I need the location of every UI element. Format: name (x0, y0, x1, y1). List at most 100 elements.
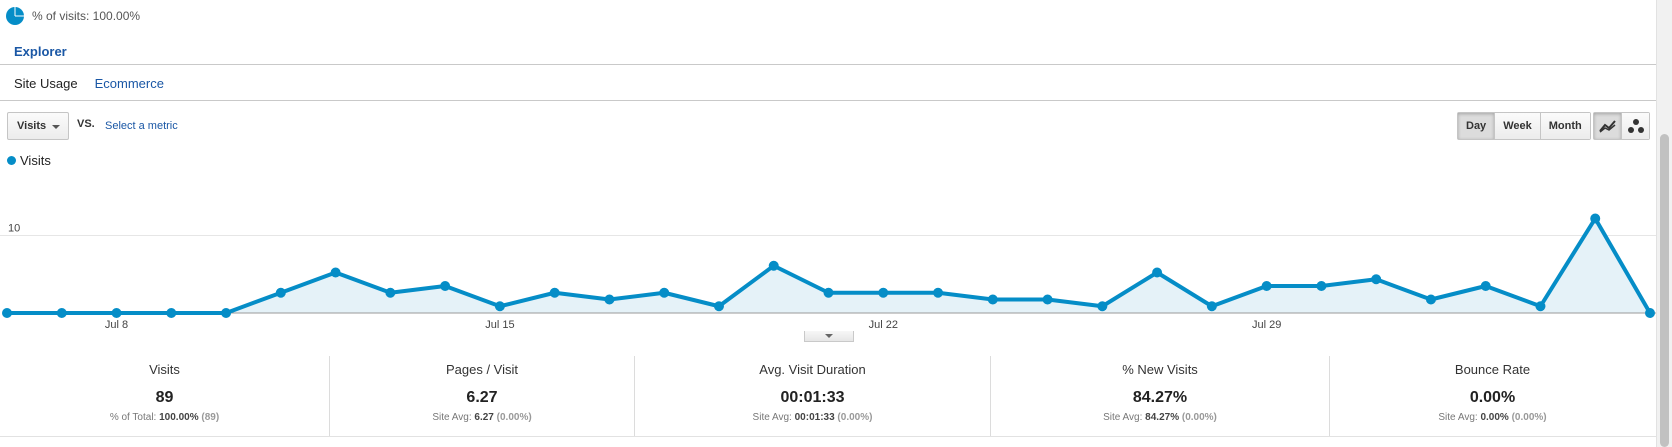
series-area-visits (7, 218, 1650, 313)
motion-chart-view-button[interactable] (1622, 113, 1649, 139)
data-point (1371, 274, 1382, 285)
data-point (385, 287, 396, 298)
subtab-ecommerce[interactable]: Ecommerce (94, 76, 164, 91)
data-point (221, 308, 232, 318)
data-point (878, 287, 889, 298)
data-point (1042, 294, 1053, 305)
data-point (933, 287, 944, 298)
metric-dropdown[interactable]: Visits (7, 112, 69, 140)
data-point (549, 287, 560, 298)
scorecard-sub: Site Avg: 0.00% (0.00%) (1330, 412, 1655, 423)
data-point (1535, 301, 1546, 312)
scorecard-avg-visit-duration: Avg. Visit Duration 00:01:33 Site Avg: 0… (635, 356, 991, 436)
data-point (2, 308, 12, 318)
scorecard-sub-value: 6.27 (474, 412, 494, 423)
tab-explorer[interactable]: Explorer (14, 44, 67, 59)
scorecard-sub-suffix: (0.00%) (1179, 412, 1217, 423)
scorecard-value: 6.27 (466, 389, 498, 406)
chart-view-toggle (1593, 112, 1650, 140)
scorecard-title: Bounce Rate (1454, 362, 1531, 377)
scorecard-sub-prefix: Site Avg: (1103, 412, 1146, 423)
segment-indicator: % of visits: 100.00% (6, 6, 140, 26)
scorecard-sub-suffix: (0.00%) (493, 412, 532, 423)
chevron-down-icon (52, 125, 60, 129)
data-point (768, 260, 779, 271)
data-point (1425, 294, 1436, 305)
x-tick-label: Jul 29 (1252, 319, 1281, 330)
data-point (659, 287, 670, 298)
month-button[interactable]: Month (1540, 113, 1590, 139)
scorecard-new-visits: % New Visits 84.27% Site Avg: 84.27% (0.… (991, 356, 1330, 436)
chart-legend: Visits (7, 153, 51, 168)
scorecard-title: Avg. Visit Duration (759, 362, 866, 377)
x-tick-label: Jul 8 (105, 319, 128, 330)
chart-toolbar: Visits VS. Select a metric Day Week Mont… (7, 112, 1657, 142)
legend-label: Visits (20, 153, 51, 168)
data-point (111, 308, 122, 318)
divider (0, 436, 1656, 437)
data-point (1206, 301, 1217, 312)
scorecard-sub-value: 100.00% (159, 412, 199, 423)
subtab-bar: Site Usage Ecommerce (14, 76, 164, 91)
y-tick-label: 10 (8, 223, 20, 235)
scorecard-bounce-rate: Bounce Rate 0.00% Site Avg: 0.00% (0.00%… (1330, 356, 1655, 436)
chart-collapse-toggle[interactable] (804, 331, 854, 342)
divider (0, 64, 1656, 65)
pie-chart-icon (6, 7, 24, 25)
scorecard-sub-prefix: % of Total: (109, 412, 160, 423)
motion-chart-icon (1627, 119, 1644, 133)
scorecard-value: 84.27% (1132, 389, 1188, 406)
subtab-site-usage[interactable]: Site Usage (14, 76, 78, 91)
divider (0, 100, 1656, 101)
scorecard-value: 89 (155, 389, 174, 406)
week-button[interactable]: Week (1495, 113, 1541, 139)
scorecard-value: 00:01:33 (780, 389, 845, 406)
data-point (1590, 213, 1601, 224)
data-point (823, 287, 834, 298)
scorecard-title: Visits (149, 362, 180, 377)
scorecard-sub: Site Avg: 6.27 (0.00%) (330, 412, 634, 423)
legend-swatch (7, 156, 16, 165)
period-toggle: Day Week Month (1457, 112, 1591, 140)
data-point (1097, 301, 1108, 312)
metric-dropdown-label: Visits (17, 120, 47, 132)
scorecard-sub-prefix: Site Avg: (1438, 412, 1481, 423)
scorecard-pages-per-visit: Pages / Visit 6.27 Site Avg: 6.27 (0.00%… (330, 356, 635, 436)
data-point (56, 308, 67, 318)
chevron-down-icon (825, 334, 833, 338)
data-point (1645, 308, 1655, 318)
scorecard-sub-prefix: Site Avg: (752, 412, 795, 423)
line-chart-view-button[interactable] (1594, 113, 1622, 139)
scorecard-sub-prefix: Site Avg: (432, 412, 475, 423)
data-point (1480, 281, 1491, 291)
data-point (1152, 267, 1163, 278)
scorecard-row: Visits 89 % of Total: 100.00% (89) Pages… (0, 356, 1655, 436)
scorecard-sub-suffix: (89) (198, 412, 220, 423)
line-chart-icon (1598, 120, 1616, 133)
x-tick-label: Jul 15 (485, 319, 514, 330)
scorecard-sub-value: 84.27% (1145, 412, 1180, 423)
data-point (494, 301, 505, 312)
scorecard-sub-suffix: (0.00%) (834, 412, 873, 423)
scorecard-sub-value: 0.00% (1480, 412, 1509, 423)
data-point (987, 294, 998, 305)
scorecard-sub: Site Avg: 00:01:33 (0.00%) (635, 412, 990, 423)
select-metric-link[interactable]: Select a metric (105, 120, 178, 132)
data-point (1261, 281, 1272, 291)
vs-label: VS. (77, 118, 95, 130)
data-point (440, 281, 451, 291)
scorecard-sub-suffix: (0.00%) (1508, 412, 1547, 423)
scorecard-sub: Site Avg: 84.27% (0.00%) (991, 412, 1329, 423)
data-point (275, 287, 286, 298)
vertical-scrollbar[interactable] (1656, 0, 1672, 447)
data-point (713, 301, 724, 312)
scrollbar-thumb[interactable] (1660, 134, 1669, 447)
day-button[interactable]: Day (1458, 113, 1496, 139)
data-point (330, 267, 341, 278)
scorecard-sub: % of Total: 100.00% (89) (0, 412, 329, 423)
data-point (604, 294, 615, 305)
data-point (166, 308, 177, 318)
scorecard-sub-value: 00:01:33 (794, 412, 835, 423)
x-tick-label: Jul 22 (869, 319, 898, 330)
